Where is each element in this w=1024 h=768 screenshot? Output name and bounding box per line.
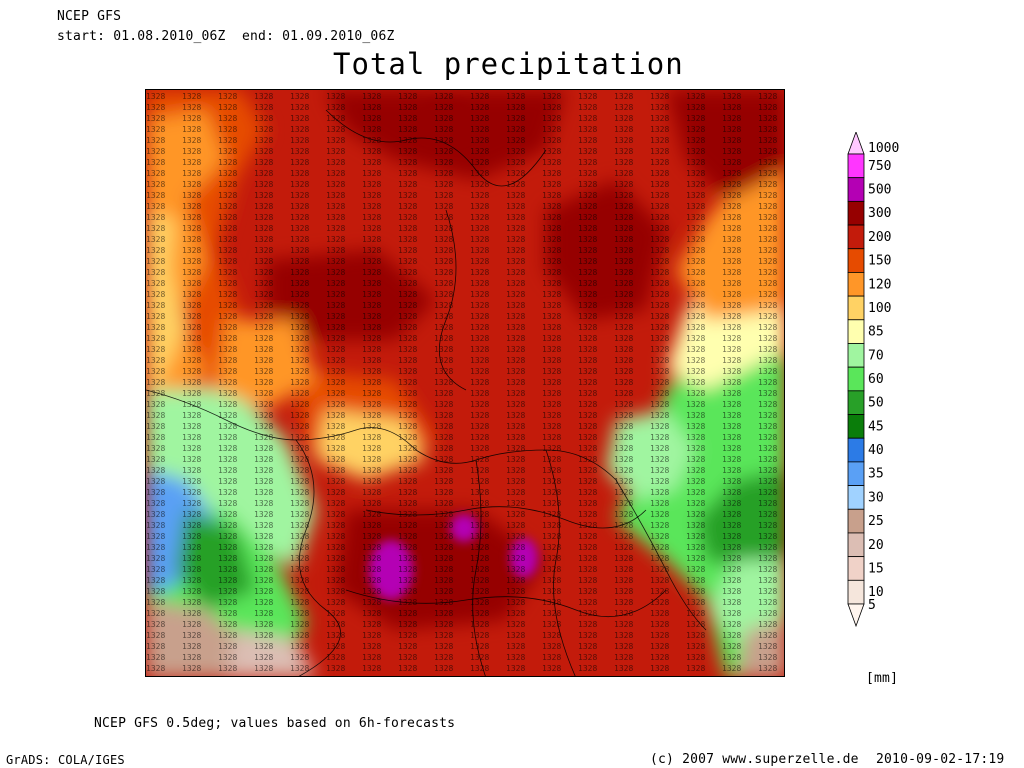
legend-swatch-200 (847, 224, 865, 250)
legend-swatch-50 (847, 390, 865, 415)
legend-swatch-150 (847, 248, 865, 273)
legend-swatch-750 (847, 153, 865, 179)
model-name: NCEP GFS (57, 9, 122, 24)
start-value: 01.08.2010_06Z (113, 29, 226, 44)
legend-svg: 1000 750 500 300 200 150 120 100 85 70 60 50 45 40 35 3… (847, 132, 899, 628)
color-legend: 1000 750 500 300 200 150 120 100 85 70 60 50 45 40 35 3… (845, 132, 925, 632)
legend-swatch-25 (847, 508, 865, 534)
end-value: 01.09.2010_06Z (282, 29, 395, 44)
legend-label-85: 85 (868, 325, 884, 340)
legend-label-30: 30 (868, 490, 884, 505)
legend-label-100: 100 (868, 301, 891, 316)
legend-swatch-1000 (847, 132, 865, 155)
legend-label-300: 300 (868, 206, 891, 221)
legend-swatch-15 (847, 556, 865, 581)
footnote: NCEP GFS 0.5deg; values based on 6h-fore… (94, 716, 456, 731)
legend-label-40: 40 (868, 443, 884, 458)
precipitation-field: 1328 (146, 90, 784, 676)
legend-label-10: 10 (868, 585, 884, 600)
legend-label-20: 20 (868, 538, 884, 553)
legend-swatch-30 (847, 485, 865, 510)
legend-label-60: 60 (868, 372, 884, 387)
legend-swatch-70 (847, 343, 865, 368)
legend-swatch-500 (847, 177, 865, 202)
legend-label-150: 150 (868, 254, 891, 269)
legend-label-1000: 1000 (868, 141, 899, 156)
station-values-overlay (146, 90, 784, 676)
timestamp: 2010-09-02-17:19 (876, 752, 1005, 767)
start-label: start: (57, 29, 106, 44)
legend-label-120: 120 (868, 277, 891, 292)
end-label: end: (242, 29, 275, 44)
legend-label-70: 70 (868, 348, 884, 363)
start-time: start: 01.08.2010_06Z (57, 29, 226, 45)
legend-label-200: 200 (868, 230, 891, 245)
legend-label-5: 5 (868, 598, 876, 613)
legend-label-750: 750 (868, 159, 891, 174)
legend-swatch-300 (847, 200, 865, 226)
legend-swatch-35 (847, 461, 865, 486)
legend-label-25: 25 (868, 514, 884, 529)
legend-label-45: 45 (868, 419, 884, 434)
grads-credit: GrADS: COLA/IGES (6, 753, 125, 767)
legend-label-35: 35 (868, 467, 884, 482)
copyright: (c) 2007 www.superzelle.de (650, 752, 859, 767)
legend-swatch-85 (847, 319, 865, 344)
legend-swatch-60 (847, 366, 865, 392)
legend-swatch-40 (847, 437, 865, 463)
legend-swatch-120 (847, 272, 865, 297)
legend-swatch-45 (847, 414, 865, 439)
precipitation-map: 1328 (145, 89, 785, 677)
legend-label-15: 15 (868, 561, 884, 576)
legend-swatch-5 (847, 603, 865, 628)
legend-label-50: 50 (868, 396, 884, 411)
unit-label: [mm] (866, 671, 899, 686)
end-time: end: 01.09.2010_06Z (242, 29, 395, 45)
legend-label-500: 500 (868, 183, 891, 198)
legend-swatch-100 (847, 295, 865, 321)
legend-swatch-10 (847, 579, 865, 605)
legend-swatch-20 (847, 532, 865, 558)
map-title: Total precipitation (333, 47, 684, 81)
